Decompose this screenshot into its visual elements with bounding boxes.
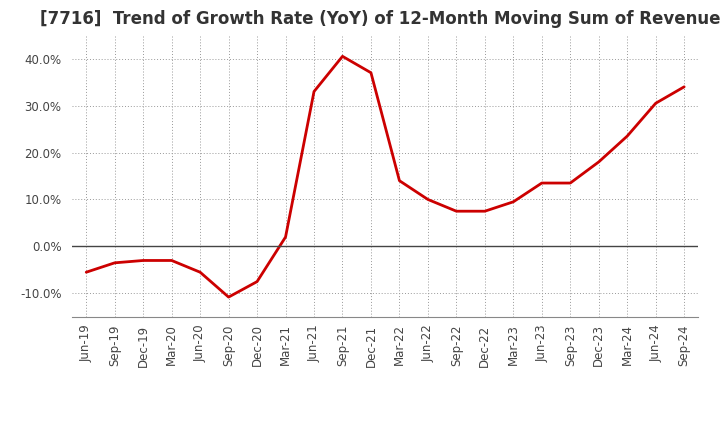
Title: [7716]  Trend of Growth Rate (YoY) of 12-Month Moving Sum of Revenues: [7716] Trend of Growth Rate (YoY) of 12-… (40, 10, 720, 28)
